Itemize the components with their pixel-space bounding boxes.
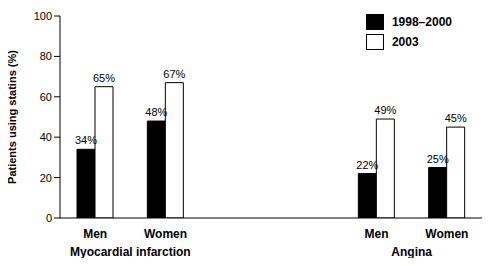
svg-text:Women: Women (425, 227, 468, 241)
svg-text:60: 60 (40, 91, 52, 103)
svg-text:67%: 67% (163, 68, 185, 80)
svg-text:0: 0 (46, 212, 52, 224)
svg-text:34%: 34% (75, 134, 97, 146)
svg-text:45%: 45% (445, 112, 467, 124)
svg-text:Myocardial infarction: Myocardial infarction (70, 245, 191, 258)
svg-text:25%: 25% (427, 153, 449, 165)
svg-text:80: 80 (40, 50, 52, 62)
svg-text:22%: 22% (356, 159, 378, 171)
svg-text:20: 20 (40, 172, 52, 184)
svg-text:Angina: Angina (391, 245, 432, 258)
svg-text:Men: Men (365, 227, 389, 241)
html-text:2003: 2003 (391, 35, 419, 49)
svg-text:Men: Men (83, 227, 107, 241)
svg-text:40: 40 (40, 131, 52, 143)
svg-text:48%: 48% (145, 106, 167, 118)
html-text:1998–2000: 1998–2000 (391, 15, 452, 29)
svg-text:Women: Women (144, 227, 187, 241)
svg-text:65%: 65% (93, 72, 115, 84)
svg-text:100: 100 (34, 10, 52, 22)
svg-text:49%: 49% (374, 104, 396, 116)
svg-text:Patients using statins (%): Patients using statins (%) (8, 50, 18, 184)
